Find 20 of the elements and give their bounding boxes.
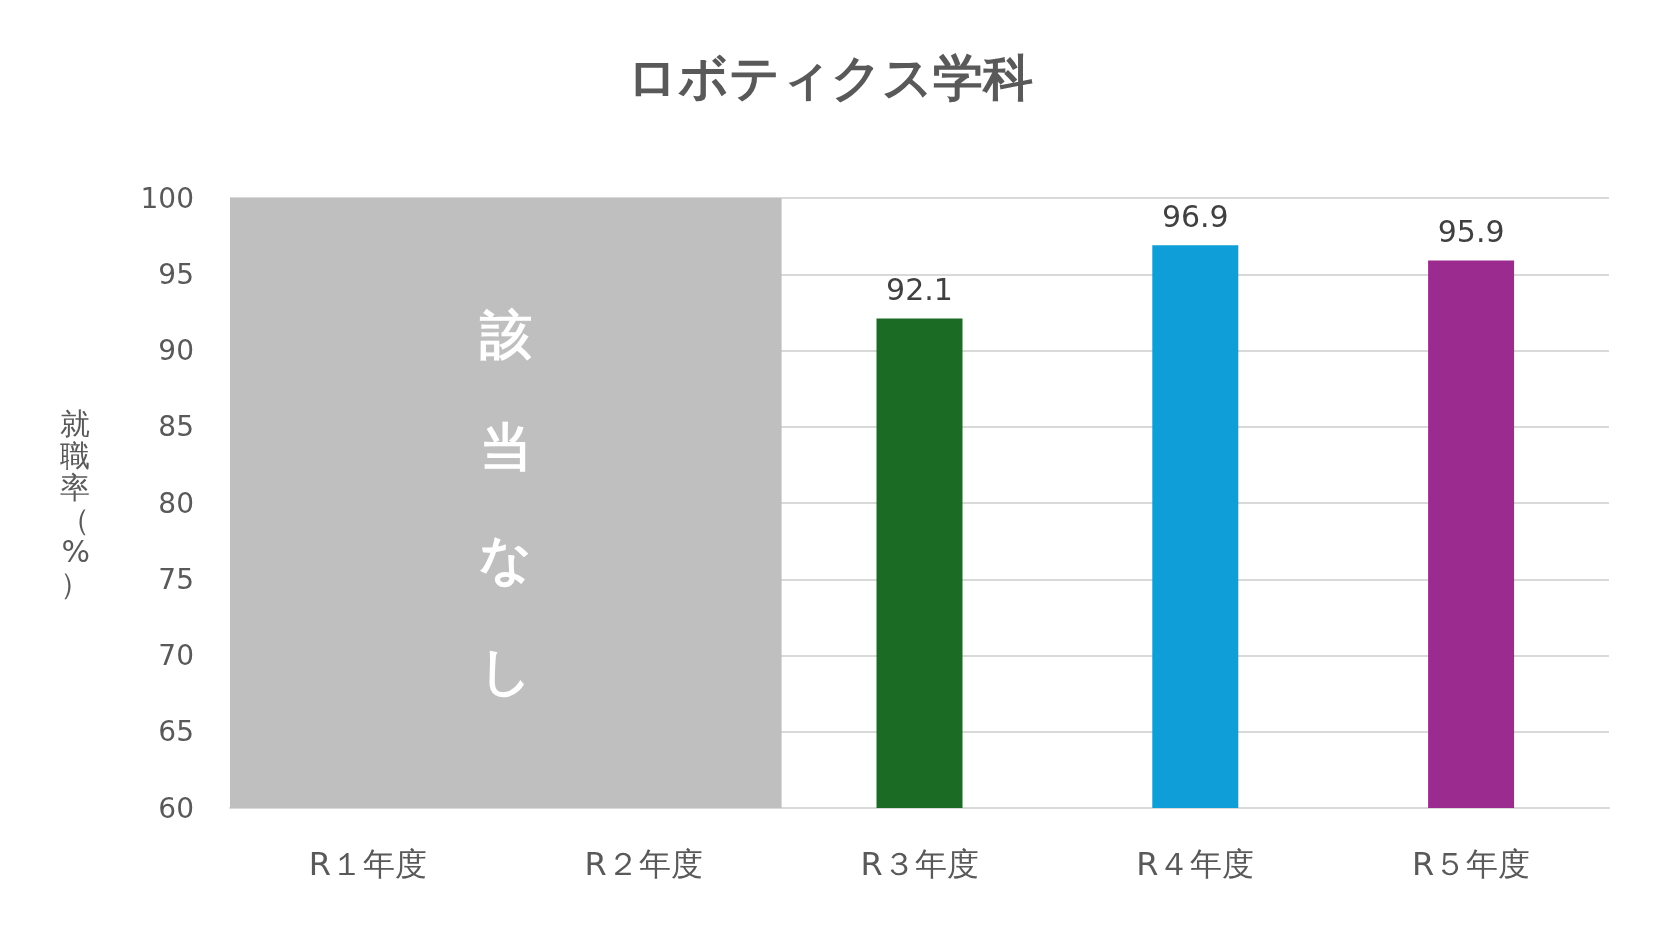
y-tick-label: 90 xyxy=(158,334,194,367)
y-tick-label: 95 xyxy=(158,257,194,291)
x-tick-label: R５年度 xyxy=(1411,845,1531,883)
y-tick-label: 85 xyxy=(158,410,194,444)
y-tick-label: 65 xyxy=(158,715,194,749)
x-tick-label: R４年度 xyxy=(1136,845,1255,883)
y-tick-label: 80 xyxy=(158,486,194,520)
data-label: 92.1 xyxy=(886,271,953,307)
y-axis-title: 就職率（%） xyxy=(60,405,90,601)
y-tick-label: 60 xyxy=(158,791,194,825)
band-label: 該当なし xyxy=(478,305,533,701)
data-label: 95.9 xyxy=(1437,214,1505,250)
x-tick-label: R３年度 xyxy=(860,845,979,883)
y-tick-label: 100 xyxy=(140,181,194,215)
data-label: 96.9 xyxy=(1161,198,1229,234)
chart-title: ロボティクス学科 xyxy=(626,49,1033,107)
x-tick-label: R１年度 xyxy=(308,845,428,883)
y-tick-label: 70 xyxy=(158,639,194,672)
y-tick-label: 75 xyxy=(158,562,194,596)
x-tick-label: R２年度 xyxy=(584,845,703,883)
